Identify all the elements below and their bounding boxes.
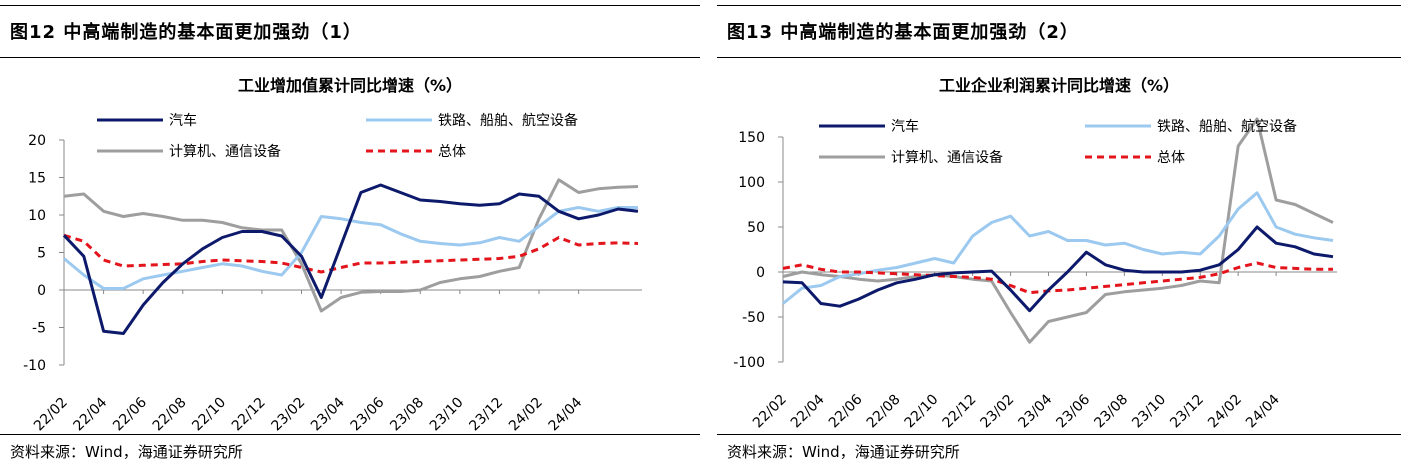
legend-label: 总体 (1157, 150, 1185, 166)
figure-title: 图13 中高端制造的基本面更加强劲（2） (727, 22, 1079, 43)
series-line-computer-comm (63, 178, 639, 313)
title-rule (0, 57, 700, 58)
x-tick-label: 24/04 (546, 394, 586, 432)
y-tick-label: -5 (32, 321, 46, 337)
legend-label: 总体 (438, 144, 466, 160)
chart-industrial-profit: 工业企业利润累计同比增速（%）150100500-50-10022/0222/0… (733, 76, 1337, 432)
y-tick-label: 50 (747, 220, 765, 236)
y-tick-label: 0 (37, 283, 46, 299)
series-line-auto (62, 183, 639, 335)
legend-label: 计算机、通信设备 (891, 149, 1003, 166)
y-tick-label: -50 (742, 310, 765, 326)
x-tick-label: 23/04 (1015, 391, 1055, 431)
x-tick-label: 22/08 (150, 395, 190, 432)
x-tick-label: 23/08 (387, 395, 427, 432)
series-line-auto (782, 225, 1334, 313)
legend-label: 计算机、通信设备 (169, 143, 281, 160)
source-note: 资料来源：Wind，海通证券研究所 (10, 443, 243, 461)
x-tick-label: 23/10 (1129, 392, 1169, 432)
top-rule (0, 5, 700, 6)
figure-13-panel: 图13 中高端制造的基本面更加强劲（2） 工业企业利润累计同比增速（%） 150 1… (717, 0, 1401, 469)
x-tick-label: 23/06 (1053, 391, 1093, 431)
x-tick-label: 22/12 (940, 392, 980, 432)
x-tick-label: 23/06 (348, 394, 388, 432)
y-tick-label: 0 (756, 265, 765, 281)
x-tick-label: 22/08 (864, 392, 904, 432)
x-tick-label: 23/02 (978, 392, 1018, 432)
legend-label: 铁路、船舶、航空设备 (1157, 118, 1297, 135)
y-tick-label: 10 (28, 208, 46, 224)
series-line-overall (782, 261, 1333, 295)
y-tick-label: -100 (733, 355, 765, 371)
legend-label: 汽车 (169, 112, 197, 129)
x-tick-label: 22/10 (902, 392, 942, 432)
y-tick-label: 150 (738, 130, 765, 146)
series-line-rail-ship-air (782, 191, 1334, 305)
legend-label: 铁路、船舶、航空设备 (438, 112, 578, 129)
x-tick-label: 24/02 (1205, 392, 1245, 432)
figure-12-panel: 图12 中高端制造的基本面更加强劲（1） 工业增加值累计同比增速（%） 20 15 1… (0, 0, 700, 469)
x-tick-label: 23/10 (427, 395, 467, 432)
x-tick-label: 22/04 (71, 394, 111, 432)
x-tick-label: 22/06 (826, 391, 866, 431)
x-tick-label: 24/02 (506, 395, 546, 432)
y-tick-label: 15 (28, 171, 46, 187)
y-tick-label: 20 (28, 133, 46, 149)
x-tick-label: 22/10 (189, 395, 229, 432)
title-rule (717, 57, 1401, 58)
series-line-overall (63, 233, 639, 274)
y-tick-label: -10 (23, 358, 46, 374)
x-tick-label: 24/04 (1243, 391, 1283, 431)
chart-title: 工业企业利润累计同比增速（%） (939, 76, 1179, 95)
figure-title: 图12 中高端制造的基本面更加强劲（1） (10, 22, 362, 43)
x-tick-label: 22/02 (750, 392, 790, 432)
x-tick-label: 23/12 (466, 395, 506, 432)
y-tick-label: 5 (37, 246, 46, 262)
y-tick-label: 100 (738, 175, 765, 191)
x-tick-label: 23/08 (1091, 392, 1131, 432)
x-tick-label: 23/04 (308, 394, 348, 432)
bottom-rule (0, 434, 700, 435)
x-tick-label: 22/02 (31, 395, 71, 432)
x-tick-label: 23/02 (268, 395, 308, 432)
x-tick-label: 22/06 (110, 394, 150, 432)
series-line-computer-comm (782, 117, 1334, 344)
x-tick-label: 22/12 (229, 395, 269, 432)
x-tick-label: 23/12 (1167, 392, 1207, 432)
legend-label: 汽车 (891, 118, 919, 135)
top-rule (717, 5, 1401, 6)
chart-title: 工业增加值累计同比增速（%） (238, 76, 462, 95)
x-tick-label: 22/04 (788, 391, 828, 431)
source-note: 资料来源：Wind，海通证券研究所 (727, 443, 960, 461)
bottom-rule (717, 434, 1401, 435)
